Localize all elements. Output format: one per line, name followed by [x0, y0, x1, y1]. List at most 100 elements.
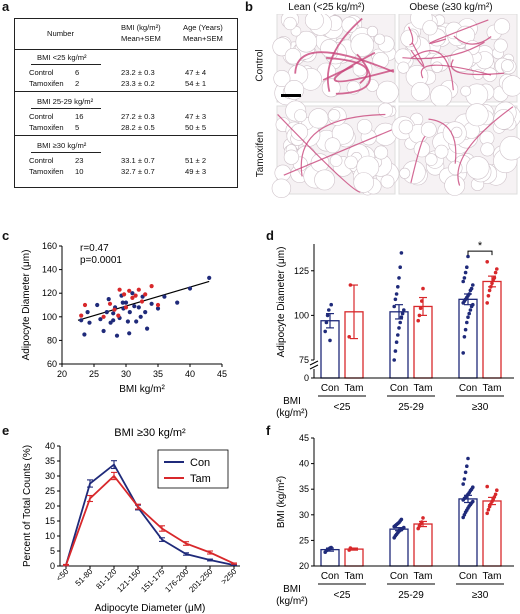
chart-d-group-label: 25-29	[398, 402, 424, 413]
table-cell-bmi: 27.2 ± 0.3	[121, 112, 155, 121]
chart-c-point-con	[111, 318, 116, 323]
chart-f-x-title-line1: BMI	[283, 584, 301, 595]
chart-c-point-tam	[139, 299, 145, 304]
group-label-underline	[31, 108, 101, 109]
table-cell-age: 49 ± 3	[185, 167, 207, 176]
adipocyte-cell	[320, 39, 339, 58]
stain-strand	[326, 17, 363, 92]
chart-c-point-tam	[112, 307, 117, 312]
chart-e-x-tick-label: 51-80	[74, 567, 95, 588]
chart-c-y-tick-label: 80	[47, 335, 57, 345]
panel-letter-b: b	[245, 0, 253, 14]
chart-f-y-tick-label: 40	[299, 459, 309, 469]
panel-letter-e: e	[2, 423, 10, 438]
chart-d-point-con	[467, 292, 471, 296]
chart-d-significance-bracket	[467, 250, 493, 256]
chart-d-point-con	[471, 283, 475, 287]
chart-c-point-con	[187, 286, 193, 291]
chart-f-point-tam	[493, 492, 498, 497]
chart-e-legend-box	[157, 449, 229, 489]
chart-d-bar-label: Tam	[483, 383, 502, 394]
chart-c-point-con	[95, 302, 100, 308]
adipocyte-cell	[376, 80, 399, 104]
adipocyte-cell	[424, 153, 438, 166]
chart-d-point-tam	[490, 281, 494, 286]
chart-c-point-con	[87, 320, 92, 325]
chart-d-point-con	[397, 276, 401, 280]
chart-f-bar-tam	[482, 500, 502, 567]
stain-strand	[283, 128, 394, 176]
chart-e-x-tick-label: 201-250	[187, 567, 215, 595]
chart-d-y-tick-label: 125	[294, 266, 309, 276]
chart-d-point-tam	[487, 288, 492, 293]
chart-d-point-tam	[485, 260, 489, 264]
stain-strand	[428, 118, 457, 164]
chart-d-bar-label: Tam	[414, 383, 433, 394]
stain-strand	[294, 51, 395, 74]
adipocyte-cell	[284, 47, 302, 65]
chart-c-point-tam	[130, 295, 135, 300]
table-header: Number BMI (kg/m²) Mean+SEM Age (Years) …	[15, 19, 237, 50]
chart-d-point-tam	[485, 301, 489, 305]
adipocyte-cell	[321, 78, 341, 98]
stain-strand	[410, 136, 426, 184]
adipocyte-cell	[308, 108, 329, 129]
adipocyte-cell	[341, 16, 358, 33]
chart-d-point-con	[323, 329, 327, 334]
adipocyte-cell	[350, 33, 375, 57]
adipocyte-cell	[465, 103, 489, 127]
adipocyte-cell	[420, 121, 437, 138]
chart-c-point-con	[136, 305, 141, 310]
chart-f-point-tam	[348, 546, 353, 550]
chart-f-y-tick-label: 45	[299, 433, 309, 443]
adipocyte-cell	[366, 25, 378, 38]
chart-c-point-tam	[127, 288, 132, 293]
adipocyte-cell	[356, 118, 373, 135]
chart-c-x-tick-label: 45	[217, 369, 227, 379]
chart-c-point-tam	[79, 313, 84, 318]
header-number: Number	[47, 29, 75, 38]
chart-c-point-con	[175, 300, 180, 305]
chart-e-line-con	[65, 463, 235, 566]
chart-c-point-con	[155, 306, 161, 311]
adipocyte-cell	[366, 79, 379, 92]
chart-d-point-con	[394, 340, 399, 344]
adipocyte-cell	[501, 75, 520, 97]
table-cell-age: 47 ± 4	[185, 68, 207, 77]
chart-e-legend-label: Con	[190, 457, 210, 469]
chart-c-point-con	[79, 318, 84, 323]
chart-c-point-tam	[149, 284, 154, 289]
adipocyte-cell	[493, 18, 511, 35]
chart-f-point-tam	[485, 511, 489, 516]
header-bmi-stat: Mean+SEM	[121, 34, 161, 43]
chart-c-point-tam	[136, 287, 141, 292]
micrograph-obese-tamoxifen	[391, 101, 520, 196]
group-divider	[15, 91, 237, 92]
table-cell-name: Tamoxifen	[29, 167, 64, 176]
chart-d-point-con	[394, 292, 399, 296]
chart-f-y-tick-label: 25	[299, 535, 309, 545]
chart-d-significance-star: *	[478, 240, 483, 252]
adipocyte-cell	[466, 156, 490, 180]
chart-c-y-tick-label: 60	[47, 359, 57, 369]
chart-e-x-label: Adipocyte Diameter (μM)	[95, 603, 206, 614]
chart-f-bar-label: Con	[459, 571, 477, 582]
table-cell-age: 51 ± 2	[185, 156, 207, 165]
micro-col-title-obese: Obese (≥30 kg/m²)	[409, 2, 493, 13]
chart-f-group-label: ≥30	[472, 590, 489, 601]
chart-c-annotation-r: r=0.47	[80, 243, 109, 254]
group-label-underline	[31, 152, 101, 153]
chart-f-bar-label: Con	[321, 571, 339, 582]
micro-col-title-lean: Lean (<25 kg/m²)	[288, 2, 365, 13]
chart-d-point-con	[325, 313, 330, 318]
chart-e-y-tick-label: 0	[50, 561, 55, 571]
chart-c-point-tam	[155, 302, 161, 308]
chart-e-legend-label: Tam	[190, 473, 211, 485]
chart-c-point-con	[138, 314, 143, 319]
chart-c-point-tam	[82, 302, 88, 308]
stain-strand	[326, 56, 369, 84]
adipocyte-cell	[480, 142, 495, 157]
chart-e-y-tick-label: 5	[50, 546, 55, 556]
chart-d-point-tam	[348, 283, 353, 287]
chart-d-point-con	[329, 302, 333, 307]
